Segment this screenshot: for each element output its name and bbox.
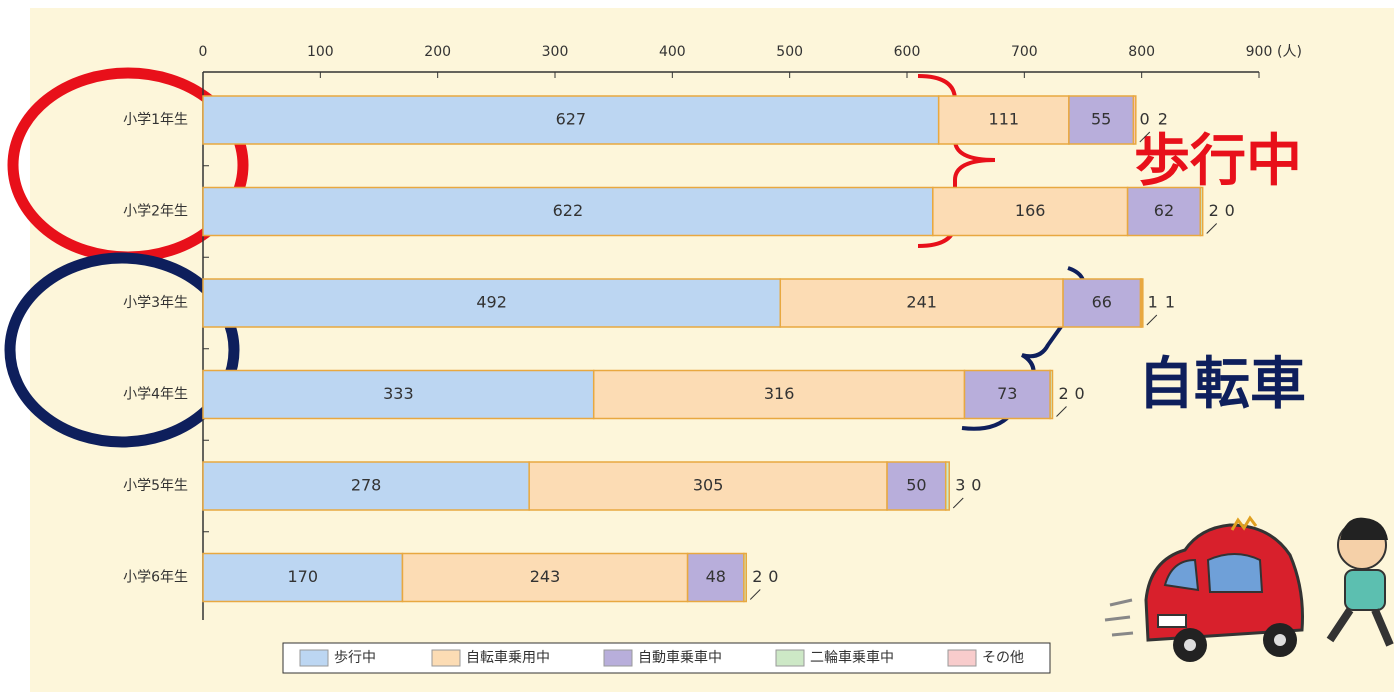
data-label: 62: [1154, 201, 1174, 220]
x-tick-label: 200: [424, 44, 451, 60]
x-tick-label: 600: [894, 44, 921, 60]
data-label: 0: [1139, 110, 1149, 129]
data-label: 73: [997, 384, 1017, 403]
data-label: 243: [530, 567, 561, 586]
chart: 歩行中 自転車 0100200300400500600700800900(人)小…: [0, 0, 1394, 697]
data-label: 111: [989, 110, 1020, 129]
legend-swatch: [948, 650, 976, 666]
x-tick-label: 500: [776, 44, 803, 60]
x-tick-label: 400: [659, 44, 686, 60]
data-label: 170: [287, 567, 318, 586]
legend-label: その他: [982, 650, 1024, 666]
data-label: 166: [1015, 201, 1046, 220]
x-tick-label: 300: [542, 44, 569, 60]
data-label: 2: [1158, 110, 1168, 129]
data-label: 622: [553, 201, 584, 220]
bar-segment: [1050, 371, 1052, 419]
y-tick-label: 小学6年生: [123, 570, 188, 586]
data-label: 1: [1165, 293, 1175, 312]
bar-segment: [1133, 96, 1135, 144]
data-label: 0: [768, 567, 778, 586]
x-tick-label: 700: [1011, 44, 1038, 60]
data-label: 333: [383, 384, 414, 403]
data-label: 1: [1148, 293, 1158, 312]
y-tick-label: 小学5年生: [123, 478, 188, 494]
bar-segment: [946, 462, 950, 510]
data-label: 50: [906, 476, 926, 495]
y-tick-label: 小学1年生: [123, 112, 188, 128]
data-label: 55: [1091, 110, 1111, 129]
legend-swatch: [604, 650, 632, 666]
x-tick-label: 0: [199, 44, 208, 60]
annotation: 自転車: [1138, 352, 1306, 417]
y-tick-label: 小学3年生: [123, 295, 188, 311]
x-unit-label: (人): [1277, 44, 1302, 60]
x-tick-label: 100: [307, 44, 334, 60]
legend-label: 自転車乗用中: [466, 649, 550, 666]
data-label: 0: [971, 476, 981, 495]
data-label: 278: [351, 476, 382, 495]
legend-swatch: [300, 650, 328, 666]
data-label: 2: [1058, 384, 1068, 403]
legend-swatch: [776, 650, 804, 666]
bar-segment: [1142, 279, 1143, 327]
legend-label: 二輪車乗車中: [810, 649, 894, 666]
data-label: 627: [556, 110, 587, 129]
y-tick-label: 小学2年生: [123, 204, 188, 220]
data-label: 2: [1209, 201, 1219, 220]
legend-label: 自動車乗車中: [638, 649, 722, 666]
annotation: 歩行中: [1134, 129, 1302, 194]
data-label: 48: [706, 567, 726, 586]
legend-swatch: [432, 650, 460, 666]
x-tick-label: 800: [1128, 44, 1155, 60]
data-label: 2: [752, 567, 762, 586]
data-label: 241: [906, 293, 937, 312]
bar-segment: [744, 554, 746, 602]
data-label: 0: [1074, 384, 1084, 403]
data-label: 316: [764, 384, 795, 403]
data-label: 492: [476, 293, 507, 312]
x-tick-label: 900: [1246, 44, 1273, 60]
data-label: 3: [955, 476, 965, 495]
data-label: 66: [1092, 293, 1112, 312]
data-label: 305: [693, 476, 724, 495]
bar-segment: [1200, 188, 1202, 236]
legend-label: 歩行中: [334, 650, 376, 666]
data-label: 0: [1225, 201, 1235, 220]
y-tick-label: 小学4年生: [123, 387, 188, 403]
